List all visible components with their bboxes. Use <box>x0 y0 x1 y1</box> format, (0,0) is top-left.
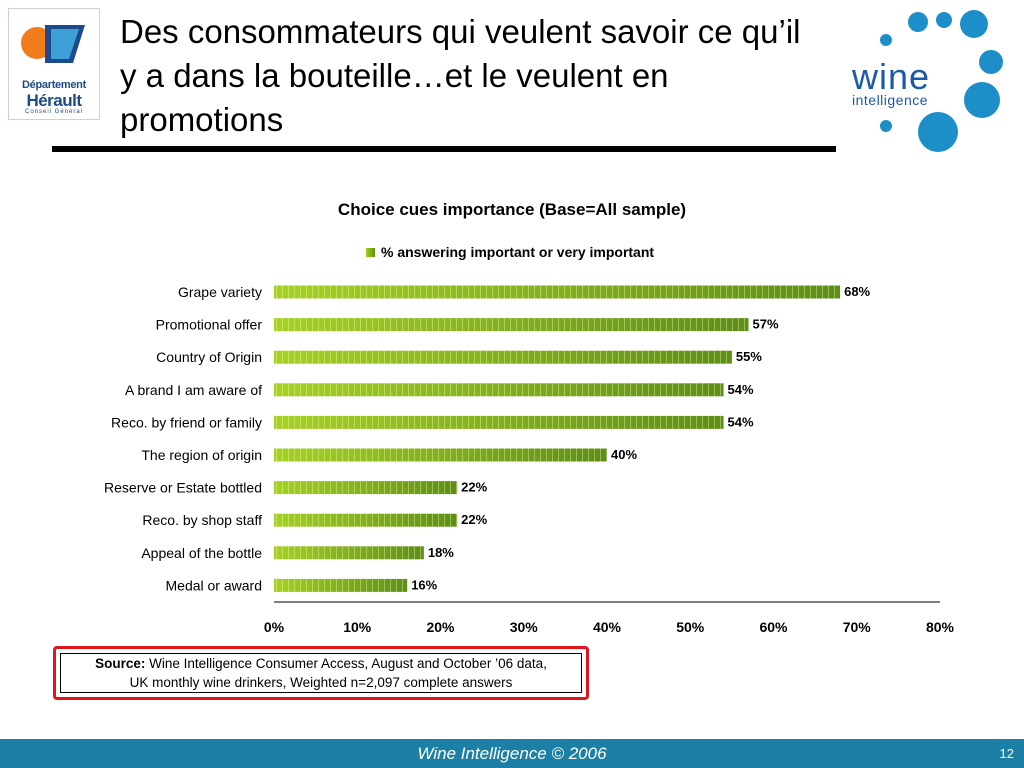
source-text-1: Wine Intelligence Consumer Access, Augus… <box>149 656 547 671</box>
bar-texture <box>274 383 724 397</box>
bar-texture <box>274 578 408 592</box>
data-label: 54% <box>728 382 754 397</box>
x-tick-label: 10% <box>343 619 372 635</box>
x-tick-label: 40% <box>593 619 622 635</box>
departement-herault-logo: Département Hérault Conseil Général <box>8 8 100 120</box>
bar-texture <box>274 546 424 560</box>
x-tick-label: 60% <box>759 619 788 635</box>
category-label: Promotional offer <box>156 317 263 333</box>
source-box: Source: Wine Intelligence Consumer Acces… <box>53 646 589 700</box>
bar-texture <box>274 481 458 495</box>
legend-swatch <box>366 247 375 257</box>
data-label: 54% <box>728 414 754 429</box>
herault-emblem-icon <box>21 25 85 63</box>
bar-texture <box>274 513 458 527</box>
data-label: 18% <box>428 545 454 560</box>
wine-logo-word: wine <box>852 56 931 97</box>
wine-logo-sub: intelligence <box>852 92 929 108</box>
source-label: Source: <box>95 656 146 671</box>
category-label: The region of origin <box>141 447 262 463</box>
chart-title: Choice cues importance (Base=All sample) <box>337 200 687 219</box>
chart-legend: % answering important or very important <box>366 244 654 260</box>
category-label: Grape variety <box>178 284 262 300</box>
footer-text: Wine Intelligence © 2006 <box>417 744 607 763</box>
x-tick-label: 80% <box>926 619 955 635</box>
category-label: Reco. by friend or family <box>111 414 262 430</box>
category-label: Reco. by shop staff <box>142 512 262 528</box>
page-number: 12 <box>999 746 1014 761</box>
data-label: 22% <box>461 480 487 495</box>
data-label: 16% <box>411 577 437 592</box>
source-note: Source: Wine Intelligence Consumer Acces… <box>60 653 582 693</box>
wine-intelligence-logo-dots <box>880 10 1003 152</box>
bar-texture <box>274 318 749 332</box>
logo-line-1: Département <box>22 79 86 91</box>
bar-texture <box>274 350 732 364</box>
x-tick-label: 30% <box>510 619 539 635</box>
data-label: 68% <box>844 284 870 299</box>
category-label: Appeal of the bottle <box>141 545 262 561</box>
logo-line-3: Conseil Général <box>24 109 84 115</box>
title-divider <box>52 146 836 152</box>
legend-label: % answering important or very important <box>381 244 655 260</box>
bar-chart: Grape variety 68% Promotional offer 57% Coun… <box>104 284 955 635</box>
category-label: Reserve or Estate bottled <box>104 480 262 496</box>
x-tick-label: 70% <box>843 619 872 635</box>
source-text-2: UK monthly wine drinkers, Weighted n=2,0… <box>129 675 513 690</box>
bar-texture <box>274 285 841 299</box>
footer-bar: Wine Intelligence © 2006 12 <box>0 739 1024 768</box>
x-tick-label: 0% <box>264 619 285 635</box>
category-label: A brand I am aware of <box>125 382 262 398</box>
data-label: 55% <box>736 349 762 364</box>
slide-title: Des consommateurs qui veulent savoir ce … <box>120 13 801 138</box>
x-tick-label: 20% <box>426 619 455 635</box>
x-tick-label: 50% <box>676 619 705 635</box>
data-label: 22% <box>461 512 487 527</box>
logo-line-2: Hérault <box>26 91 82 110</box>
bar-texture <box>274 415 724 429</box>
category-label: Medal or award <box>166 577 263 593</box>
category-label: Country of Origin <box>156 349 262 365</box>
bar-texture <box>274 448 607 462</box>
data-label: 40% <box>611 447 637 462</box>
data-label: 57% <box>753 317 779 332</box>
